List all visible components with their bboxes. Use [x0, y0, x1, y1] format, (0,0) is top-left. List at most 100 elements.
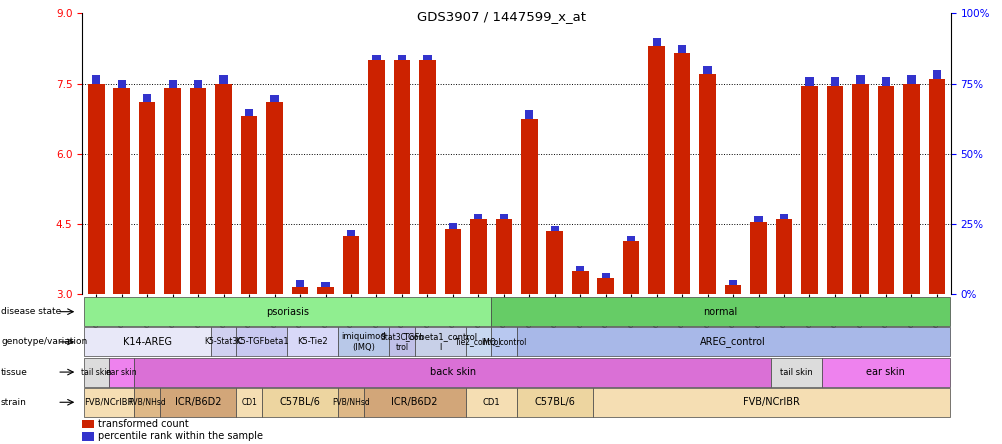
- Bar: [652, 38, 660, 46]
- Bar: [134, 388, 159, 417]
- Bar: [398, 55, 406, 60]
- Bar: [240, 116, 258, 294]
- Bar: [780, 214, 788, 219]
- Bar: [113, 88, 130, 294]
- Text: CD1: CD1: [482, 398, 499, 407]
- Bar: [82, 432, 94, 440]
- Text: IMQ_control: IMQ_control: [481, 337, 526, 346]
- Bar: [575, 266, 584, 271]
- Bar: [134, 357, 771, 387]
- Bar: [92, 75, 100, 83]
- Bar: [83, 388, 134, 417]
- Text: ICR/B6D2: ICR/B6D2: [391, 397, 438, 407]
- Text: psoriasis: psoriasis: [266, 307, 309, 317]
- Bar: [724, 285, 740, 294]
- Bar: [907, 75, 915, 83]
- Bar: [287, 327, 338, 357]
- Bar: [525, 110, 533, 119]
- Bar: [343, 236, 359, 294]
- Text: FVB/NCrIBR: FVB/NCrIBR: [84, 398, 133, 407]
- Bar: [338, 327, 389, 357]
- Bar: [193, 80, 202, 88]
- Text: FVB/NHsd: FVB/NHsd: [332, 398, 370, 407]
- Bar: [164, 88, 180, 294]
- Text: normal: normal: [702, 307, 736, 317]
- Text: TGFbeta1_control
l: TGFbeta1_control l: [403, 332, 477, 352]
- Text: ear skin: ear skin: [106, 368, 137, 377]
- Bar: [702, 66, 711, 74]
- Bar: [117, 80, 125, 88]
- Bar: [423, 55, 431, 60]
- Bar: [317, 287, 334, 294]
- Bar: [88, 83, 104, 294]
- Text: ear skin: ear skin: [866, 367, 905, 377]
- Bar: [83, 297, 491, 326]
- Bar: [516, 327, 949, 357]
- Bar: [932, 71, 940, 79]
- Text: genotype/variation: genotype/variation: [1, 337, 87, 346]
- Bar: [856, 75, 864, 83]
- Bar: [550, 226, 558, 231]
- Bar: [338, 388, 364, 417]
- Bar: [877, 86, 893, 294]
- Bar: [364, 388, 465, 417]
- Bar: [143, 94, 151, 102]
- Bar: [754, 216, 762, 222]
- Bar: [389, 327, 414, 357]
- Bar: [271, 95, 279, 102]
- Bar: [491, 297, 949, 326]
- Bar: [571, 271, 588, 294]
- Bar: [419, 60, 435, 294]
- Bar: [601, 274, 609, 278]
- Bar: [775, 219, 792, 294]
- Bar: [647, 46, 664, 294]
- Bar: [414, 327, 465, 357]
- Bar: [368, 60, 385, 294]
- Bar: [393, 60, 410, 294]
- Bar: [219, 75, 227, 83]
- Bar: [771, 357, 822, 387]
- Bar: [321, 282, 330, 287]
- Bar: [622, 241, 639, 294]
- Bar: [296, 280, 304, 287]
- Bar: [139, 102, 155, 294]
- Text: transformed count: transformed count: [98, 419, 188, 429]
- Bar: [262, 388, 338, 417]
- Bar: [805, 78, 813, 86]
- Text: disease state: disease state: [1, 307, 61, 316]
- Text: ICR/B6D2: ICR/B6D2: [174, 397, 221, 407]
- Bar: [189, 88, 206, 294]
- Text: Stat3C_con
trol: Stat3C_con trol: [380, 332, 423, 352]
- Bar: [236, 327, 287, 357]
- Bar: [109, 357, 134, 387]
- Text: FVB/NCrIBR: FVB/NCrIBR: [742, 397, 799, 407]
- Bar: [83, 327, 210, 357]
- Text: K5-TGFbeta1: K5-TGFbeta1: [234, 337, 289, 346]
- Bar: [465, 388, 516, 417]
- Bar: [83, 357, 109, 387]
- Text: GDS3907 / 1447599_x_at: GDS3907 / 1447599_x_at: [417, 10, 585, 23]
- Bar: [928, 79, 944, 294]
- Bar: [728, 280, 736, 285]
- Text: K5-Stat3C: K5-Stat3C: [204, 337, 242, 346]
- Bar: [592, 388, 949, 417]
- Bar: [826, 86, 843, 294]
- Text: C57BL/6: C57BL/6: [280, 397, 321, 407]
- Text: C57BL/6: C57BL/6: [534, 397, 574, 407]
- Bar: [677, 45, 685, 53]
- Bar: [673, 53, 689, 294]
- Text: AREG_control: AREG_control: [699, 337, 766, 347]
- Text: tissue: tissue: [1, 368, 28, 377]
- Bar: [698, 74, 715, 294]
- Bar: [830, 78, 839, 86]
- Bar: [244, 109, 253, 116]
- Bar: [347, 230, 355, 236]
- Bar: [474, 214, 482, 219]
- Bar: [168, 80, 176, 88]
- Bar: [546, 231, 562, 294]
- Text: percentile rank within the sample: percentile rank within the sample: [98, 432, 264, 441]
- Text: CD1: CD1: [240, 398, 257, 407]
- Bar: [749, 222, 767, 294]
- Text: K5-Tie2: K5-Tie2: [298, 337, 328, 346]
- Text: strain: strain: [1, 398, 27, 407]
